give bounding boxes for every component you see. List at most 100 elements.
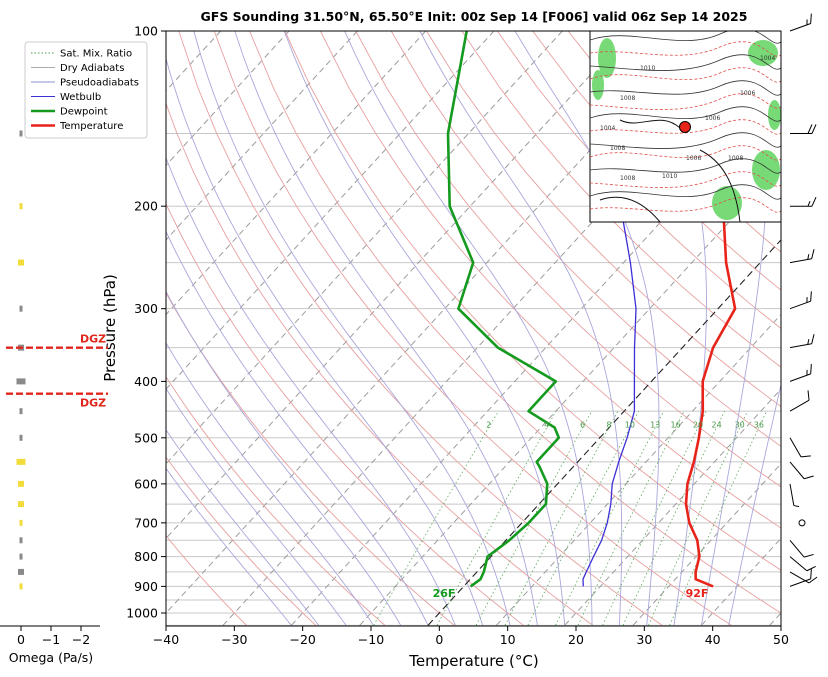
- y-tick-label: 100: [134, 24, 158, 39]
- mixing-ratio-line: [504, 411, 619, 626]
- surface-temperature-label: 92F: [686, 587, 709, 600]
- y-tick-label: 700: [134, 515, 158, 530]
- omega-bar: [16, 458, 26, 465]
- wind-barb: [789, 334, 815, 349]
- omega-bar: [19, 203, 23, 210]
- x-axis-label: Temperature (°C): [408, 652, 538, 670]
- omega-bar: [19, 519, 23, 526]
- wind-barb: [789, 364, 812, 382]
- mixing-ratio-line: [669, 411, 767, 626]
- y-tick-label: 600: [134, 476, 158, 491]
- y-tick-label: 900: [134, 579, 158, 594]
- y-tick-label: 300: [134, 301, 158, 316]
- mixing-ratio-label: 2: [486, 421, 491, 430]
- zero-isotherm: [427, 239, 781, 626]
- wind-barb: [789, 556, 816, 572]
- omega-bar: [18, 480, 24, 487]
- omega-bar: [16, 378, 26, 385]
- legend-label: Dewpoint: [60, 107, 108, 118]
- mixing-ratio-label: 16: [671, 421, 681, 430]
- isobar-label: 1010: [640, 65, 655, 72]
- isotherm-line: [166, 31, 563, 465]
- y-axis-label: Pressure (hPa): [101, 274, 119, 382]
- mixing-ratio-label: 4: [544, 421, 549, 430]
- map-contour: [590, 145, 781, 161]
- wind-barb: [789, 539, 814, 558]
- isobar-label: 1006: [705, 115, 720, 122]
- plot-frame: [165, 30, 782, 627]
- isobar-label: 1008: [728, 155, 743, 162]
- mixing-ratio-line: [555, 411, 665, 626]
- isobar-label: 1008: [610, 145, 625, 152]
- moist-adiabat: [166, 467, 292, 626]
- moist-adiabat: [166, 156, 456, 626]
- map-contour: [590, 171, 781, 188]
- omega-bar: [19, 434, 23, 441]
- dry-adiabat: [178, 31, 663, 626]
- omega-tick-label: 0: [17, 632, 25, 647]
- mixing-ratio-line: [527, 411, 640, 626]
- map-contour: [590, 80, 781, 96]
- legend-label: Temperature: [59, 121, 123, 132]
- inset-map: 1008 1006 1010 1008 1004 1008 1006 1010 1008 1004…: [589, 30, 782, 223]
- isobar-label: 1008: [620, 95, 635, 102]
- moist-adiabat: [419, 31, 623, 626]
- y-tick-label: 200: [134, 199, 158, 214]
- dry-adiabat: [319, 31, 781, 529]
- wind-barb: [789, 249, 815, 264]
- moist-adiabat: [514, 31, 660, 626]
- map-contour: [590, 158, 781, 174]
- moist-adiabat: [234, 31, 538, 626]
- legend-label: Wetbulb: [60, 92, 101, 103]
- chart-title: GFS Sounding 31.50°N, 65.50°E Init: 00z …: [201, 9, 748, 24]
- wind-barb-calm: [798, 519, 806, 527]
- dry-adiabat: [461, 31, 781, 368]
- moist-adiabat: [166, 56, 484, 626]
- surface-dewpoint-label: 26F: [433, 587, 456, 600]
- omega-bar: [19, 537, 23, 544]
- map-contour: [590, 31, 781, 44]
- y-tick-label: 800: [134, 549, 158, 564]
- isobar-label: 1006: [686, 155, 701, 162]
- map-contour: [590, 41, 781, 57]
- isobar-label: 1008: [620, 175, 635, 182]
- x-tick-label: −20: [289, 632, 315, 647]
- mixing-ratio-line: [622, 411, 725, 626]
- moist-adiabat: [166, 387, 347, 626]
- omega-axis-label: Omega (Pa/s): [9, 650, 93, 665]
- omega-bar: [19, 583, 23, 590]
- mixing-ratio-line: [373, 410, 499, 626]
- series-line-wetbulb: [582, 133, 637, 587]
- x-tick-label: −10: [358, 632, 384, 647]
- moist-adiabat: [344, 31, 593, 626]
- x-tick-label: 10: [500, 632, 516, 647]
- dry-adiabat: [284, 31, 781, 571]
- axes: −40 −30 −20 −10 0 10 20 30 40 50 100 200 300 400 500 60…: [126, 24, 789, 648]
- moist-adiabat: [193, 31, 511, 626]
- wind-barb: [789, 483, 800, 508]
- isotherm-line: [166, 31, 358, 241]
- wind-barb: [789, 13, 812, 32]
- wind-barb: [789, 390, 810, 412]
- wind-barbs: [789, 13, 818, 587]
- wind-barb: [790, 124, 817, 134]
- x-tick-label: −30: [221, 632, 247, 647]
- dry-adiabat: [166, 534, 247, 626]
- isotherm-line: [166, 31, 290, 167]
- dry-adiabat: [166, 456, 317, 626]
- dry-adiabat: [249, 31, 781, 614]
- isotherm-line: [632, 463, 781, 626]
- omega-bar: [18, 259, 24, 266]
- y-tick-label: 1000: [126, 606, 158, 621]
- moist-adiabat: [166, 290, 402, 626]
- omega-tick-label: −1: [42, 632, 60, 647]
- dry-adiabat: [780, 31, 781, 33]
- dry-adiabat: [390, 31, 781, 447]
- dgz-label: DGZ: [80, 397, 106, 410]
- map-contour: [590, 197, 781, 213]
- dgz-markers: DGZ DGZ: [6, 333, 108, 410]
- wind-barb: [789, 569, 812, 587]
- precip-shading: [748, 40, 778, 66]
- x-tick-label: −40: [153, 632, 179, 647]
